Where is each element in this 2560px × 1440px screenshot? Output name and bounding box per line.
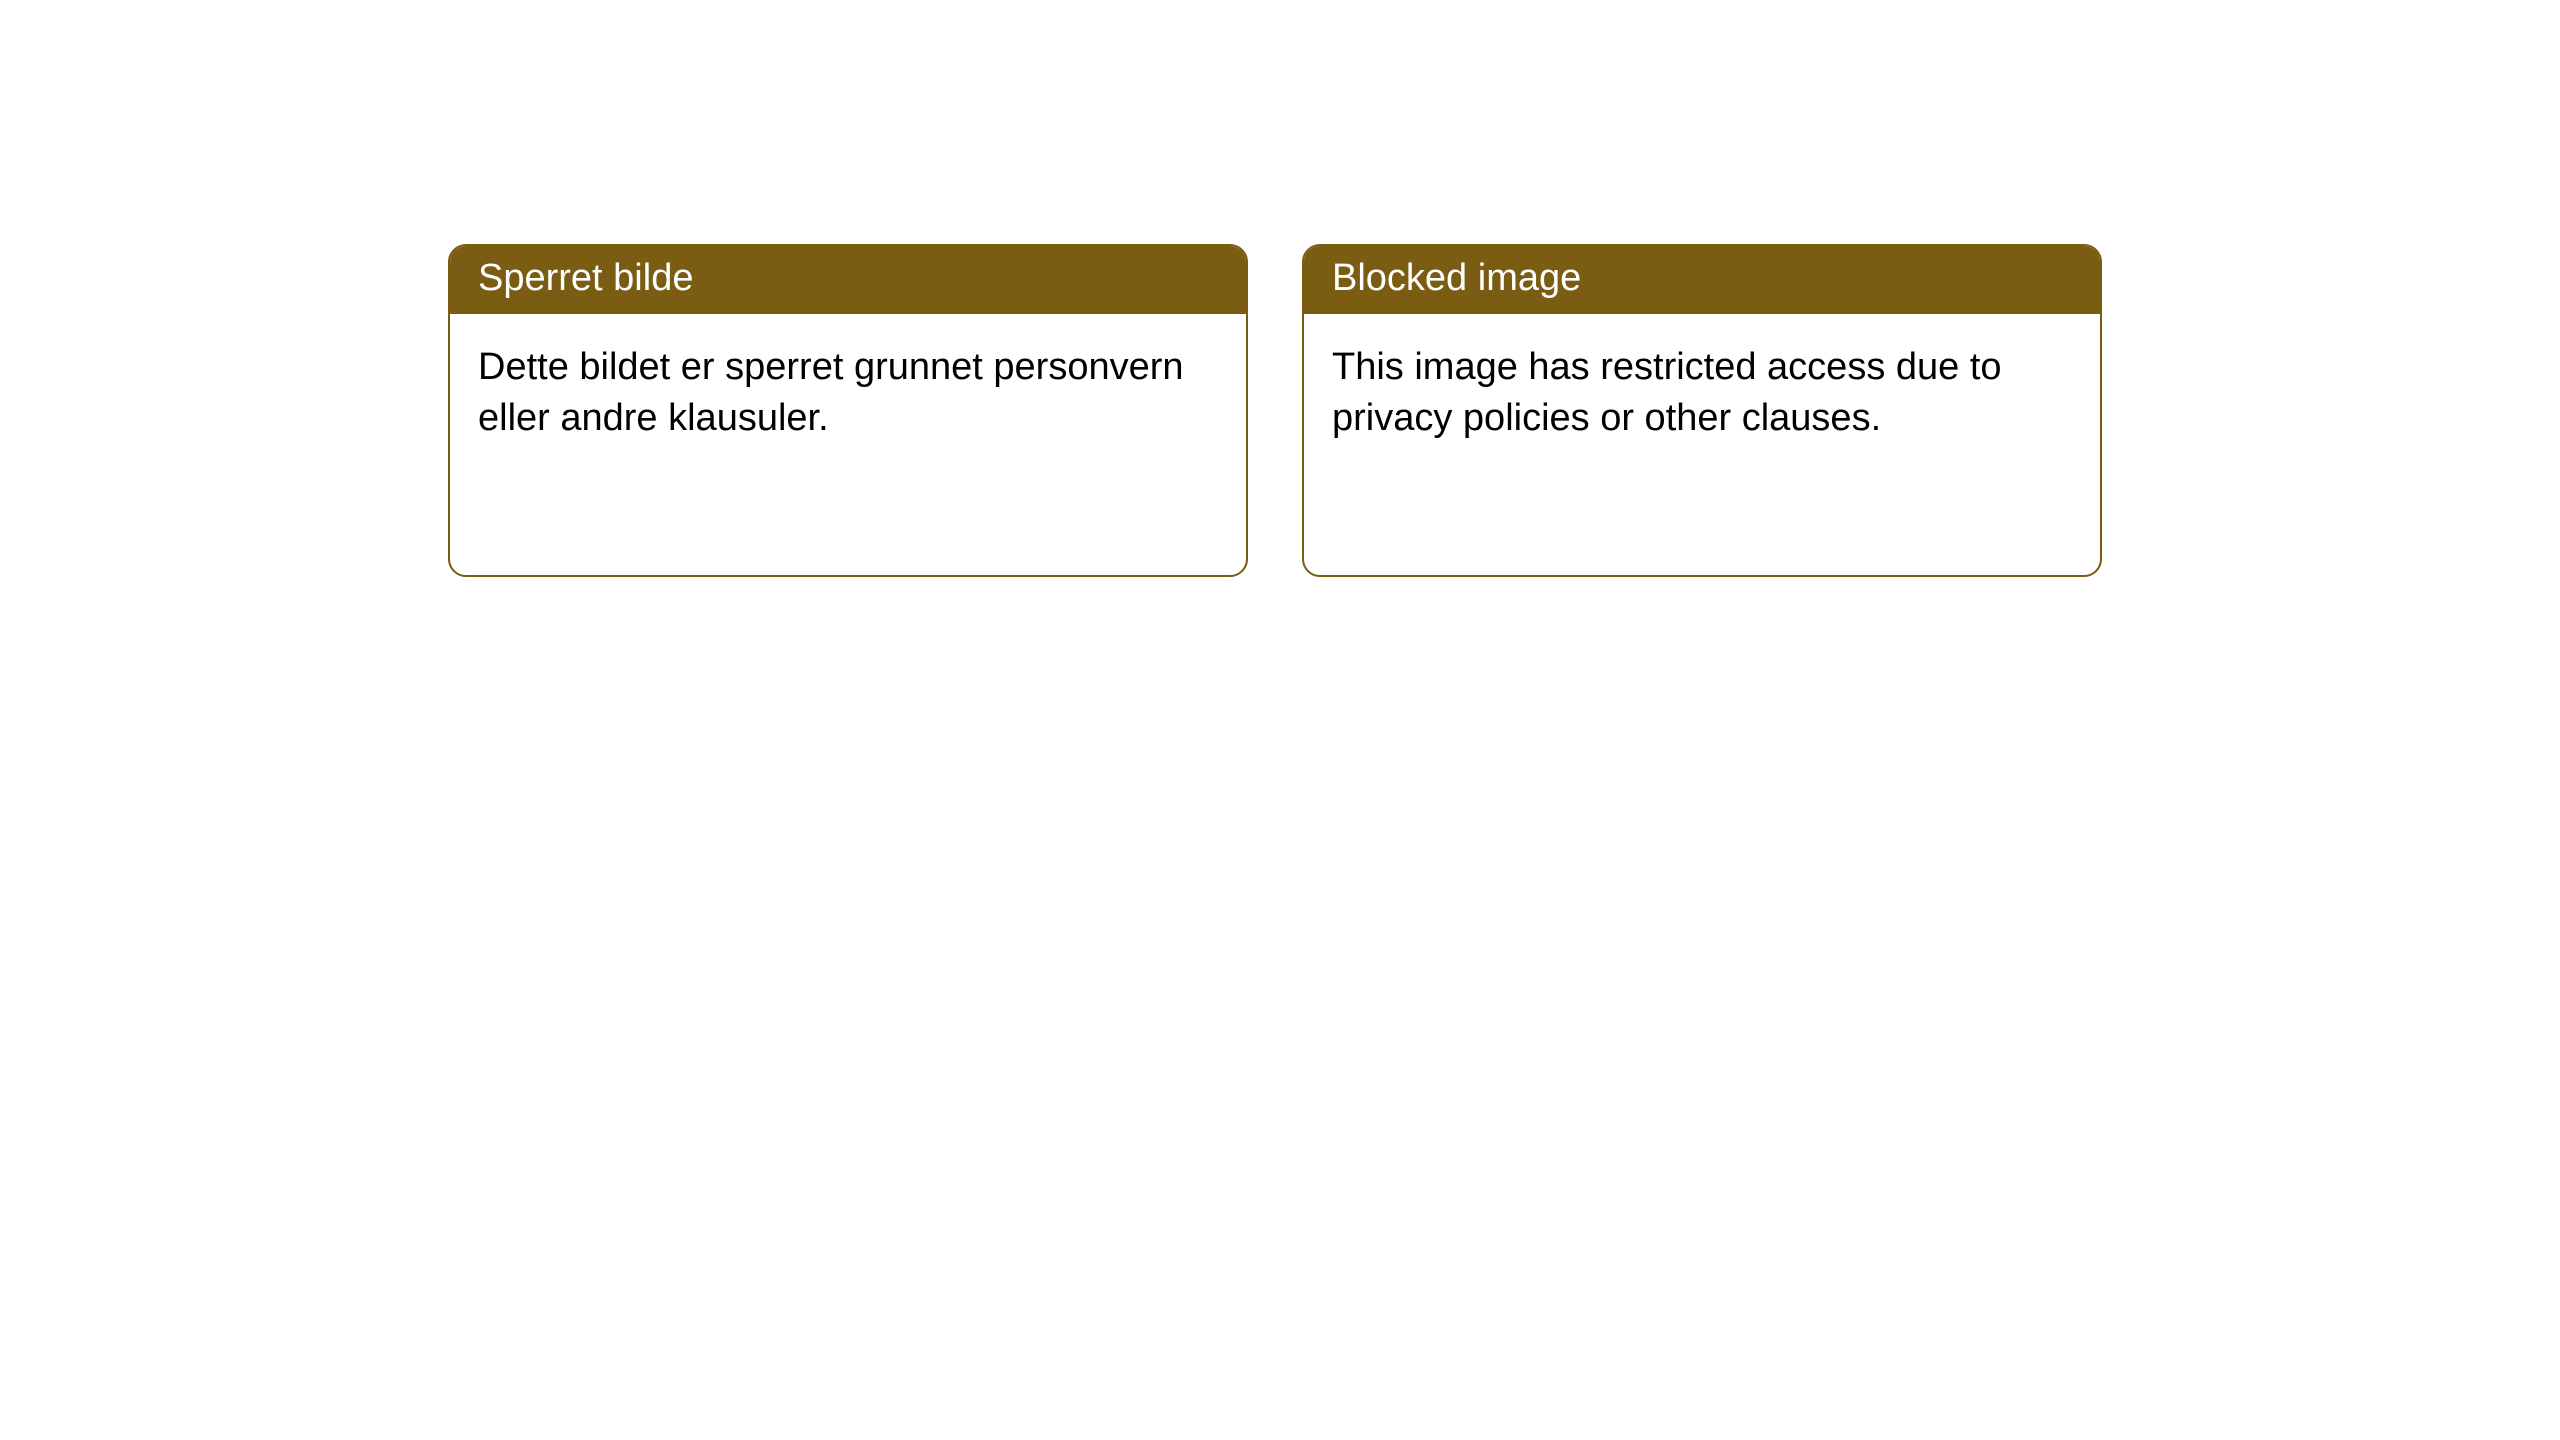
notice-header-english: Blocked image	[1304, 246, 2100, 314]
notice-header-norwegian: Sperret bilde	[450, 246, 1246, 314]
notice-box-english: Blocked image This image has restricted …	[1302, 244, 2102, 577]
notice-text-english: This image has restricted access due to …	[1332, 346, 2002, 439]
notice-title-english: Blocked image	[1332, 257, 1581, 299]
notice-body-norwegian: Dette bildet er sperret grunnet personve…	[450, 314, 1246, 473]
notice-title-norwegian: Sperret bilde	[478, 257, 693, 299]
notice-container: Sperret bilde Dette bildet er sperret gr…	[0, 0, 2560, 577]
notice-body-english: This image has restricted access due to …	[1304, 314, 2100, 473]
notice-box-norwegian: Sperret bilde Dette bildet er sperret gr…	[448, 244, 1248, 577]
notice-text-norwegian: Dette bildet er sperret grunnet personve…	[478, 346, 1184, 439]
